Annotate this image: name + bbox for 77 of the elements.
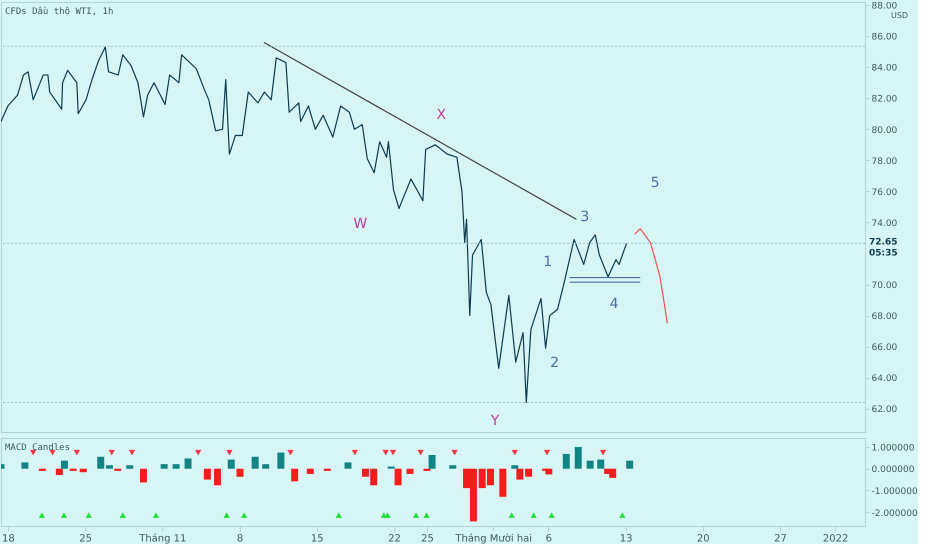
annotation: 2 (550, 355, 560, 371)
bar (291, 468, 298, 482)
y-tick-label: 84.00 (872, 64, 898, 74)
y-tick-label: 78.00 (872, 156, 898, 167)
bar (80, 468, 87, 472)
bar (262, 464, 270, 469)
y-tick-label: 66.00 (872, 343, 898, 354)
y-tick-label: 76.00 (872, 188, 898, 198)
x-tick-label: Tháng 11 (138, 534, 186, 544)
x-tick-label: 25 (79, 534, 92, 544)
x-tick-label: 20 (696, 534, 710, 544)
annotation: 5 (650, 175, 660, 191)
bar (228, 460, 235, 469)
line-series (1, 46, 628, 404)
text: CFDs Dầu thô WTI, 1h (5, 6, 114, 17)
bar (586, 460, 594, 469)
bar (236, 468, 244, 477)
bar (252, 456, 259, 469)
x-tick-label: 2022 (822, 534, 848, 544)
bar (140, 468, 147, 482)
y-tick-label: 82.00 (872, 94, 898, 105)
bar (574, 446, 582, 469)
y-tick-label: 74.00 (872, 218, 898, 229)
bar (160, 464, 168, 469)
bar (499, 468, 506, 497)
bar (97, 456, 104, 469)
bar (56, 468, 63, 476)
annotation: X (436, 107, 446, 123)
x-tick-label: 22 (388, 534, 401, 544)
bar (184, 458, 192, 469)
x-tick-label: 25 (421, 534, 434, 544)
x-tick-label: 13 (620, 534, 632, 544)
bar (406, 468, 414, 474)
bar (344, 462, 352, 469)
bar (21, 462, 28, 469)
y-tick-label: 86.00 (872, 32, 898, 43)
bar (214, 468, 221, 486)
annotation: 3 (580, 209, 590, 225)
x-tick-label: 18 (2, 534, 15, 544)
bar (204, 468, 211, 480)
bar (511, 465, 518, 469)
y-tick-label: 62.00 (872, 405, 898, 416)
bar (428, 454, 436, 469)
annotation: 1 (543, 254, 552, 270)
y-tick-label: 70.00 (872, 281, 898, 292)
y-axis-title: USD (891, 11, 908, 20)
y-tick-label: -2.000000 (872, 508, 918, 519)
x-tick-label: 8 (236, 534, 244, 544)
bar (277, 452, 284, 469)
x-tick-label: 27 (774, 534, 787, 544)
x-tick-label: 15 (310, 534, 324, 544)
y-tick-label: 1.000000 (872, 443, 915, 454)
y-tick-label: 80.00 (872, 126, 898, 136)
x-tick-label: 6 (546, 534, 552, 544)
x-tick-label: Tháng Mười hai (454, 534, 532, 544)
bar (126, 465, 134, 469)
y-tick-label: -1.000000 (872, 486, 918, 497)
annotation: W (353, 216, 368, 232)
bar (394, 468, 402, 486)
y-tick-label: 88.00 (872, 2, 898, 12)
bar (562, 454, 570, 469)
bar (626, 460, 634, 469)
text: MACD Candles (5, 443, 70, 453)
bar (597, 460, 604, 469)
ref-line-label: 72.65 05:35 (869, 237, 898, 258)
bar (545, 468, 552, 474)
bar (449, 465, 456, 469)
y-tick-label: 68.00 (872, 312, 898, 322)
y-tick-label: 0.000000 (872, 465, 915, 476)
annotation: 4 (610, 296, 619, 312)
y-tick-label: 64.00 (872, 374, 898, 384)
bar (172, 464, 180, 469)
bar (106, 465, 113, 469)
line-series (634, 228, 668, 324)
bar (60, 460, 68, 469)
annotation: Y (490, 413, 500, 429)
bar (306, 468, 314, 474)
